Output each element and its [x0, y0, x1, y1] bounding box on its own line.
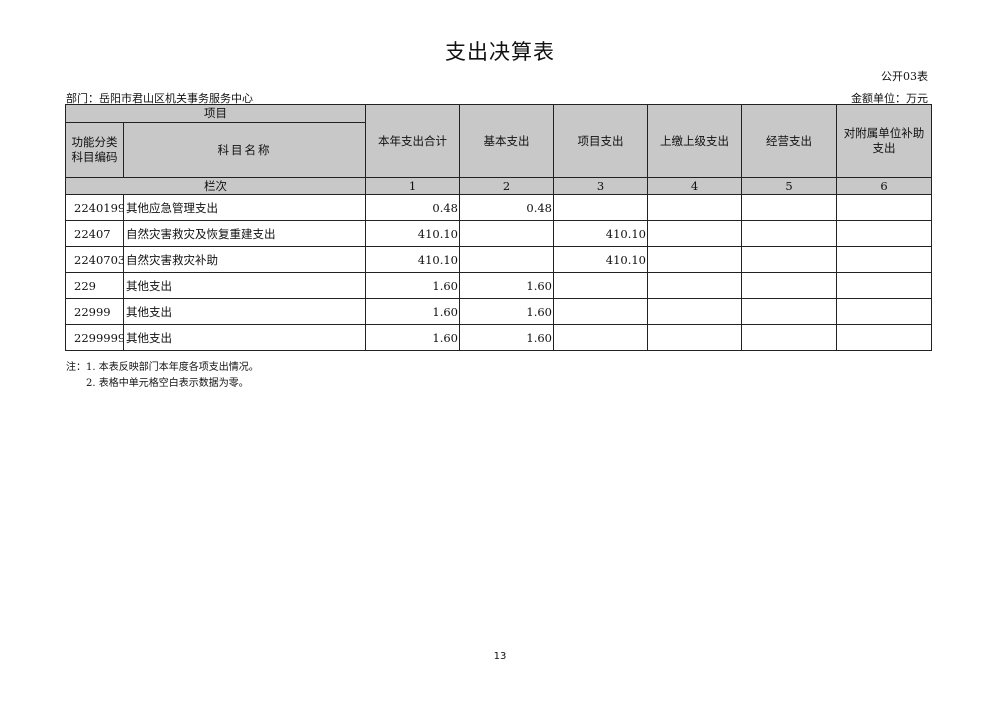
cell-subsidy [836, 246, 932, 273]
table-row: 22407 自然灾害救灾及恢复重建支出 410.10 410.10 [65, 220, 932, 247]
cell-business [741, 272, 837, 299]
column-number: 6 [836, 177, 932, 195]
cell-basic: 1.60 [459, 324, 554, 351]
cell-name: 自然灾害救灾补助 [123, 246, 366, 273]
unit-label: 金额单位：万元 [851, 92, 928, 105]
cell-name: 自然灾害救灾及恢复重建支出 [123, 220, 366, 247]
cell-basic [459, 220, 554, 247]
cell-project: 410.10 [553, 246, 648, 273]
expenditure-table: 项目 本年支出合计 基本支出 项目支出 上缴上级支出 经营支出 对附属单位补助支… [65, 104, 932, 351]
cell-code: 229 [65, 272, 124, 299]
cell-upper [647, 246, 742, 273]
header-project: 项目支出 [553, 104, 648, 178]
page-title: 支出决算表 [445, 40, 555, 64]
table-code: 公开03表 [881, 70, 928, 83]
cell-name: 其他支出 [123, 272, 366, 299]
cell-business [741, 298, 837, 325]
cell-subsidy [836, 272, 932, 299]
cell-code: 2299999 [65, 324, 124, 351]
cell-basic: 1.60 [459, 272, 554, 299]
cell-upper [647, 194, 742, 221]
cell-name: 其他支出 [123, 298, 366, 325]
header-name: 科目名称 [123, 122, 366, 178]
cell-basic: 0.48 [459, 194, 554, 221]
cell-project [553, 298, 648, 325]
header-item: 项目 [65, 104, 366, 123]
note-2: 2. 表格中单元格空白表示数据为零。 [86, 378, 249, 389]
cell-total: 1.60 [365, 298, 460, 325]
cell-project [553, 324, 648, 351]
cell-project [553, 272, 648, 299]
cell-subsidy [836, 220, 932, 247]
column-number: 1 [365, 177, 460, 195]
table-row: 2299999 其他支出 1.60 1.60 [65, 324, 932, 351]
cell-project [553, 194, 648, 221]
header-subsidy: 对附属单位补助支出 [836, 104, 932, 178]
cell-upper [647, 324, 742, 351]
cell-subsidy [836, 298, 932, 325]
notes: 注：1. 本表反映部门本年度各项支出情况。 2. 表格中单元格空白表示数据为零。 [66, 360, 259, 392]
column-number: 3 [553, 177, 648, 195]
cell-code: 2240703 [65, 246, 124, 273]
column-number: 2 [459, 177, 554, 195]
page-number: 13 [493, 651, 507, 662]
department-label: 部门：岳阳市君山区机关事务服务中心 [66, 92, 253, 105]
cell-business [741, 324, 837, 351]
cell-business [741, 220, 837, 247]
column-number: 5 [741, 177, 837, 195]
cell-subsidy [836, 194, 932, 221]
cell-total: 410.10 [365, 220, 460, 247]
table-row: 22999 其他支出 1.60 1.60 [65, 298, 932, 325]
table-row: 229 其他支出 1.60 1.60 [65, 272, 932, 299]
column-number: 4 [647, 177, 742, 195]
note-1: 注：1. 本表反映部门本年度各项支出情况。 [66, 362, 259, 373]
cell-code: 22999 [65, 298, 124, 325]
cell-total: 410.10 [365, 246, 460, 273]
cell-upper [647, 272, 742, 299]
cell-total: 1.60 [365, 324, 460, 351]
cell-project: 410.10 [553, 220, 648, 247]
header-business: 经营支出 [741, 104, 837, 178]
cell-upper [647, 298, 742, 325]
cell-code: 22407 [65, 220, 124, 247]
table-row: 2240199 其他应急管理支出 0.48 0.48 [65, 194, 932, 221]
header-code: 功能分类科目编码 [65, 122, 124, 178]
cell-basic [459, 246, 554, 273]
cell-basic: 1.60 [459, 298, 554, 325]
cell-total: 0.48 [365, 194, 460, 221]
cell-name: 其他应急管理支出 [123, 194, 366, 221]
cell-total: 1.60 [365, 272, 460, 299]
cell-upper [647, 220, 742, 247]
cell-business [741, 194, 837, 221]
table-row: 2240703 自然灾害救灾补助 410.10 410.10 [65, 246, 932, 273]
cell-subsidy [836, 324, 932, 351]
cell-name: 其他支出 [123, 324, 366, 351]
header-row-index: 栏次 [65, 177, 366, 195]
cell-business [741, 246, 837, 273]
header-upper: 上缴上级支出 [647, 104, 742, 178]
cell-code: 2240199 [65, 194, 124, 221]
header-total: 本年支出合计 [365, 104, 460, 178]
header-basic: 基本支出 [459, 104, 554, 178]
